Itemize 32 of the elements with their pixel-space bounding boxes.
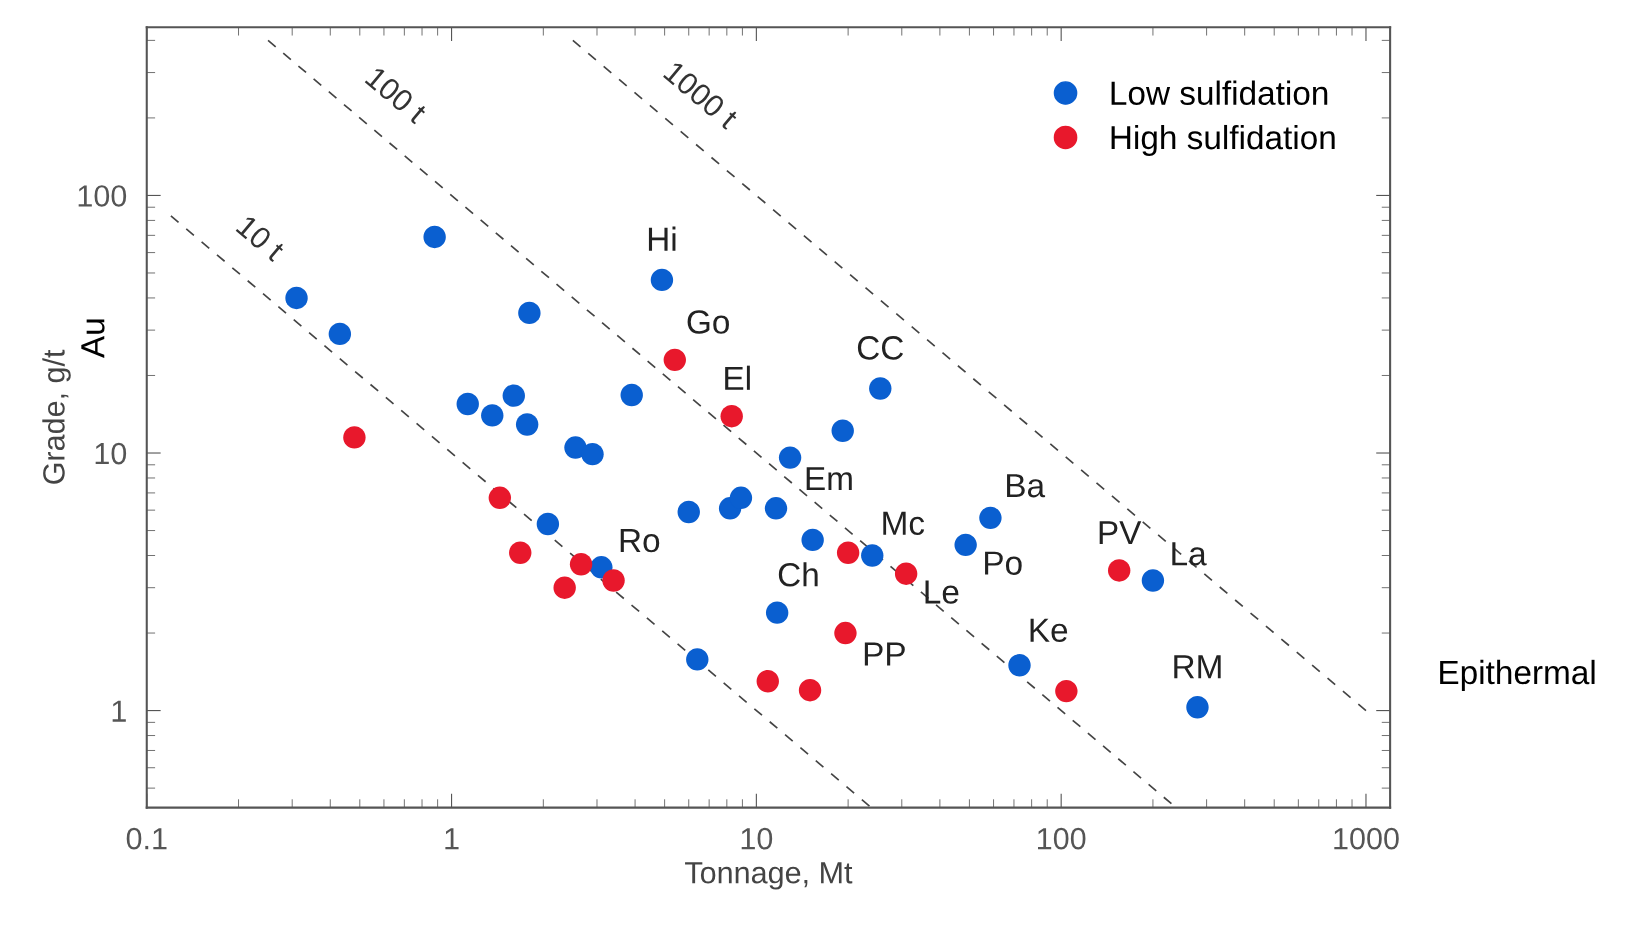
annotation: CC bbox=[857, 336, 904, 360]
x-tick-label: 0.1 bbox=[126, 827, 167, 850]
annotation: PV bbox=[1099, 521, 1142, 545]
annotation: Po bbox=[985, 551, 1022, 575]
y-tick-label: 1 bbox=[112, 700, 126, 722]
text: Au bbox=[81, 319, 105, 358]
annotation: El bbox=[725, 365, 750, 390]
x-axis-title: Tonnage, Mt bbox=[685, 862, 853, 890]
legend-label: Low sulfidation bbox=[1111, 80, 1328, 106]
annotation: PP bbox=[864, 642, 905, 666]
annotation: Em bbox=[806, 467, 852, 491]
text: Epithermal bbox=[1440, 659, 1595, 691]
annotation: Ro bbox=[620, 529, 660, 553]
x-tick-label: 1 bbox=[445, 828, 459, 850]
y-tick-label: 10 bbox=[95, 442, 127, 465]
y-axis-title: Grade, g/t bbox=[42, 349, 71, 484]
annotation: Mc bbox=[883, 511, 925, 536]
annotation: Ke bbox=[1030, 618, 1068, 642]
x-tick-label: 100 bbox=[1038, 827, 1086, 850]
text: 10 t bbox=[235, 214, 287, 263]
annotation: RM bbox=[1174, 655, 1221, 679]
text: 100 t bbox=[364, 65, 429, 125]
annotation: Ba bbox=[1007, 474, 1046, 498]
annotation: Ch bbox=[778, 562, 818, 587]
annotation: La bbox=[1172, 542, 1207, 566]
annotation: Le bbox=[925, 580, 959, 604]
y-tick-label: 100 bbox=[78, 185, 127, 207]
legend-label: High sulfidation bbox=[1111, 124, 1335, 157]
annotation: Go bbox=[687, 310, 729, 334]
annotation: Hi bbox=[648, 226, 676, 251]
x-tick-label: 1000 bbox=[1334, 827, 1399, 850]
x-tick-label: 10 bbox=[741, 827, 773, 850]
